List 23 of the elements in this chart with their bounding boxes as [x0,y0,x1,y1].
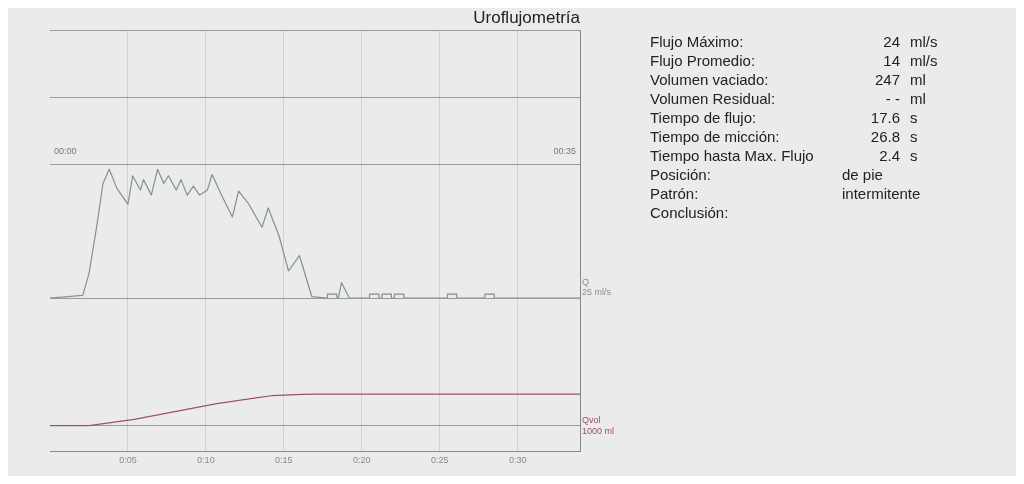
text: Patrón: intermitente [650,185,921,202]
text: Flujo Máximo: 24 ml/s [650,33,938,50]
text: 00:35 [553,146,576,157]
y-axis-title: Q [582,276,590,287]
x-tick-label: 0:10 [197,455,215,466]
text: Tiempo hasta Max. Flujo 2.4 s [650,147,918,164]
text: 1000 ml [582,425,615,436]
x-tick-label: 0:25 [430,455,449,466]
chart-title: Uroflujometría [473,7,581,27]
x-tick-label: 0:05 [119,455,137,466]
text: Conclusión: [650,203,730,222]
x-tick-label: 0:30 [508,455,527,466]
text: 25 ml/s [582,286,612,297]
text: Volumen vaciado: 247 ml [650,71,926,88]
text: Flujo Promedio: 14 ml/s [650,52,938,69]
text: Tiempo de micción: 26.8 s [650,128,918,145]
x-tick-label: 0:15 [275,455,293,466]
text: Tiempo de flujo: 17.6 s [650,109,918,126]
y-axis-title: Qvol [582,414,601,425]
text: Posición: de pie [650,166,883,183]
x-tick-label: 0:20 [353,455,371,466]
text: 00:00 [54,146,77,157]
text: Volumen Residual: - - ml [650,90,926,107]
